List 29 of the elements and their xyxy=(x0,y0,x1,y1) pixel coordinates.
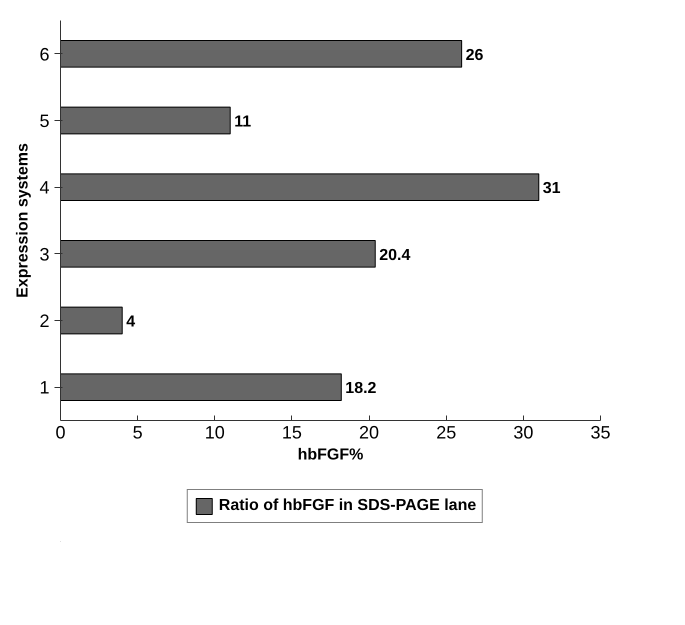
data-label: 26 xyxy=(466,46,484,64)
x-axis-title: hbFGF% xyxy=(298,446,364,464)
bar xyxy=(60,40,462,68)
data-label: 11 xyxy=(234,114,252,130)
bar xyxy=(60,106,231,134)
y-axis-title: Expression systems xyxy=(14,143,32,298)
y-tick-label: 4 xyxy=(39,178,50,198)
data-label: 31 xyxy=(542,180,561,198)
bar xyxy=(60,306,123,334)
bar xyxy=(60,173,540,201)
y-tick-label: 5 xyxy=(39,111,50,131)
legend-label: Ratio of hbFGF in SDS-PAGE lane xyxy=(218,497,476,515)
x-tick-label: 5 xyxy=(132,422,143,442)
x-tick-label: 25 xyxy=(436,422,456,442)
bar xyxy=(60,240,376,268)
data-label: 20.4 xyxy=(379,246,410,264)
x-tick-label: 10 xyxy=(204,422,225,442)
x-tick-label: 0 xyxy=(55,422,66,442)
bar xyxy=(60,373,342,401)
y-tick-label: 1 xyxy=(39,378,50,398)
y-tick-label: 6 xyxy=(39,44,50,64)
y-tick-label: 2 xyxy=(39,311,50,331)
data-label: 18.2 xyxy=(345,380,377,398)
x-tick-label: 35 xyxy=(590,422,611,442)
x-tick-label: 20 xyxy=(359,422,380,442)
data-label: 4 xyxy=(126,314,136,330)
x-tick-label: 15 xyxy=(282,422,302,442)
y-tick-label: 3 xyxy=(39,244,50,264)
x-tick-label: 30 xyxy=(513,422,534,442)
